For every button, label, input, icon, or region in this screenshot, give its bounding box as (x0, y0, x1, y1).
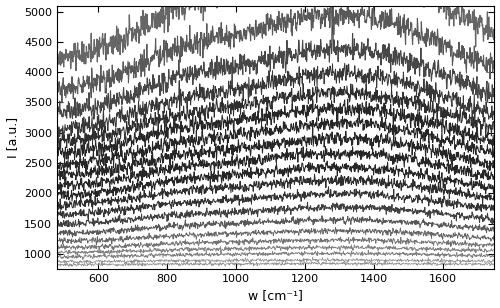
Y-axis label: I [a.u.]: I [a.u.] (6, 117, 18, 158)
X-axis label: w [cm⁻¹]: w [cm⁻¹] (248, 290, 303, 302)
